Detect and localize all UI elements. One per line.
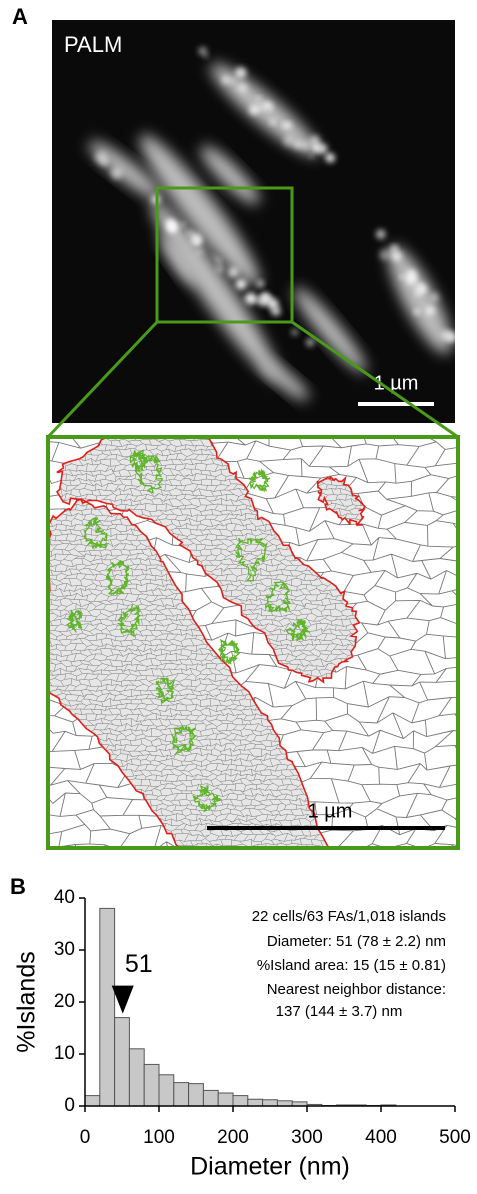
fluorescence (256, 97, 261, 102)
bar (248, 1099, 263, 1106)
y-tick-label: 0 (64, 1095, 75, 1116)
fluorescence (400, 275, 404, 279)
fluorescence (293, 140, 302, 149)
y-tick-label: 40 (54, 887, 75, 908)
fluorescence (317, 144, 327, 154)
bar (189, 1084, 204, 1106)
bar (233, 1096, 248, 1106)
fluorescence (187, 230, 193, 236)
x-tick-label: 0 (80, 1127, 91, 1148)
annotation: Nearest neighbor distance: (267, 981, 446, 998)
x-tick-label: 100 (143, 1127, 175, 1148)
bar (129, 1049, 144, 1106)
fluorescence (111, 168, 123, 180)
y-tick-label: 30 (54, 939, 75, 960)
fluorescence (95, 152, 107, 164)
x-axis-label: Diameter (nm) (190, 1153, 350, 1181)
fluorescence (285, 122, 292, 129)
bar (203, 1090, 218, 1106)
voronoi-diagram (36, 425, 477, 867)
annotation: 22 cells/63 FAs/1,018 islands (252, 908, 446, 925)
x-tick-label: 500 (439, 1127, 471, 1148)
fluorescence (231, 78, 236, 83)
y-tick-label: 20 (54, 991, 75, 1012)
bar (277, 1101, 292, 1106)
figure: A PALM 1 µm 1 µm B0102030400100200300400… (0, 0, 477, 1189)
scale-bar-label: 1 µm (308, 800, 353, 822)
fluorescence (204, 54, 209, 59)
x-tick-label: 300 (291, 1127, 323, 1148)
fluorescence (270, 119, 276, 125)
fluorescence (309, 154, 313, 158)
image-label: PALM (64, 32, 122, 57)
panel-label: B (10, 874, 26, 899)
y-axis-label: %Islands (13, 951, 41, 1052)
fluorescence (425, 306, 435, 316)
fluorescence (283, 135, 295, 147)
fluorescence (414, 309, 420, 315)
fluorescence (430, 293, 439, 302)
bar (263, 1100, 278, 1106)
fluorescence (376, 229, 386, 239)
fluorescence (392, 245, 398, 251)
fluorescence (271, 306, 281, 316)
y-tick-label: 10 (54, 1043, 75, 1064)
fluorescence (301, 141, 311, 151)
fluorescence (237, 82, 248, 93)
annotation: %Island area: 15 (15 ± 0.81) (257, 957, 446, 974)
fluorescence (216, 258, 222, 264)
bar (159, 1075, 174, 1106)
fluorescence (391, 250, 402, 261)
annotation: Diameter: 51 (78 ± 2.2) nm (267, 933, 446, 950)
fluorescence (236, 279, 247, 290)
fluorescence (379, 249, 390, 260)
x-tick-label: 200 (217, 1127, 249, 1148)
bar (115, 1018, 130, 1106)
fluorescence (291, 329, 298, 336)
fluorescence (216, 265, 224, 273)
bar (174, 1083, 189, 1106)
microscopy-image (52, 20, 462, 423)
fluorescence (257, 280, 264, 287)
x-tick-label: 400 (365, 1127, 397, 1148)
fluorescence (180, 222, 185, 227)
fluorescence (213, 255, 218, 260)
fluorescence (406, 273, 418, 285)
annotation: 137 (144 ± 3.7) nm (276, 1003, 403, 1020)
fluorescence (249, 105, 259, 115)
fluorescence (235, 67, 246, 78)
panel-label: A (12, 4, 28, 29)
fluorescence (166, 219, 175, 228)
bar (144, 1064, 159, 1106)
fluorescence (259, 105, 264, 110)
fluorescence (306, 338, 315, 347)
fluorescence (440, 329, 451, 340)
fluorescence (196, 248, 203, 255)
fluorescence (326, 154, 330, 158)
bar (100, 908, 115, 1106)
arrow-label: 51 (125, 950, 153, 978)
fluorescence (415, 282, 425, 292)
fluorescence (262, 293, 271, 302)
bar (218, 1093, 233, 1106)
bar (85, 1096, 100, 1106)
fluorescence (222, 76, 230, 84)
fluorescence (310, 135, 321, 146)
fluorescence (245, 293, 257, 305)
fluorescence (228, 267, 239, 278)
